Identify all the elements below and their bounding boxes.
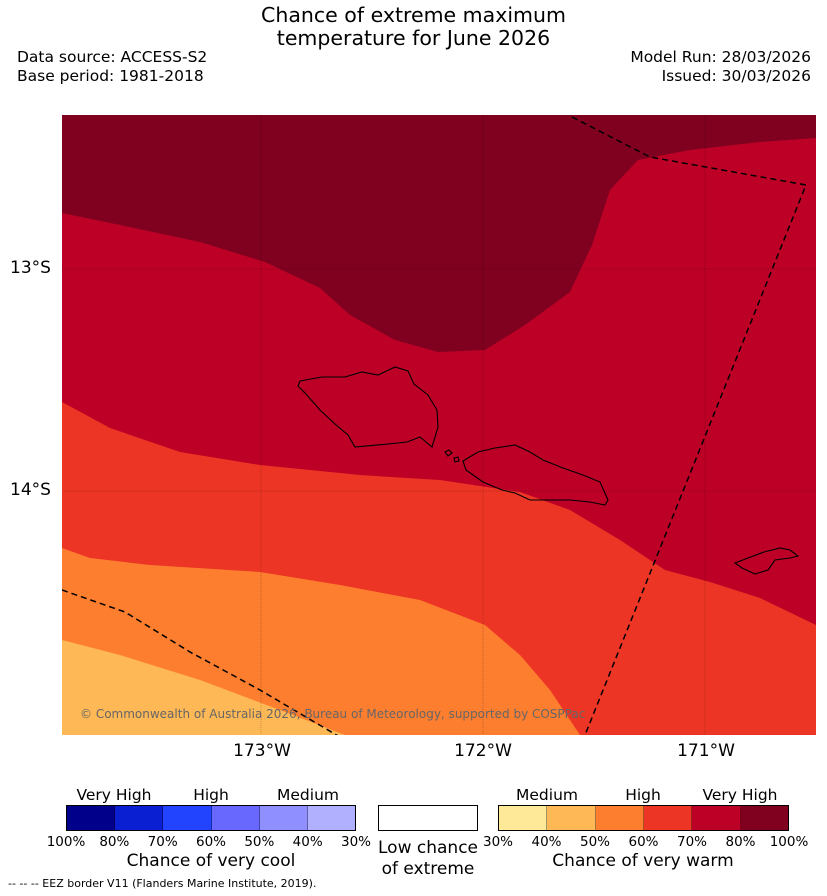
map-title-line-2: temperature for June 2026 <box>276 26 551 50</box>
cool-tick-label: 30% <box>340 834 372 850</box>
eez-footnote: -- -- -- EEZ border V11 (Flanders Marine… <box>8 877 317 890</box>
cool-colorbar-cell <box>115 806 164 830</box>
forecast-map <box>62 115 816 735</box>
cool-tick-label: 70% <box>147 834 178 850</box>
warm-colorbar-cell <box>643 806 693 830</box>
islands <box>297 366 800 575</box>
warm-colorbar-cell <box>595 806 644 830</box>
warm-tick-label: 40% <box>531 834 562 850</box>
cool-legend-title: Chance of very cool <box>126 851 296 871</box>
meta-right: Model Run: 28/03/2026 Issued: 30/03/2026 <box>630 48 811 86</box>
warm-category-medium: Medium <box>516 786 578 804</box>
lat-label-13s: 13°S <box>10 258 51 278</box>
warm-tick-label: 50% <box>579 834 611 850</box>
eez-border <box>62 116 808 735</box>
map-title: Chance of extreme maximum temperature fo… <box>0 4 827 50</box>
lon-label-173w: 173°W <box>233 741 291 761</box>
meta-left: Data source: ACCESS-S2 Base period: 1981… <box>17 48 207 86</box>
neutral-legend-line-1: Low chance <box>378 838 478 858</box>
data-source: Data source: ACCESS-S2 <box>17 48 208 66</box>
cool-tick-label: 40% <box>292 834 323 850</box>
graticule <box>62 115 816 735</box>
warm-tick-label: 30% <box>482 834 514 850</box>
warm-tick-label: 70% <box>676 834 708 850</box>
island-tutuila <box>733 547 800 575</box>
cool-category-high: High <box>193 786 229 804</box>
base-period: Base period: 1981-2018 <box>17 67 204 85</box>
island-upolu <box>462 444 609 506</box>
warm-category-very-high: Very High <box>702 786 778 804</box>
cool-category-medium: Medium <box>277 786 339 804</box>
model-run: Model Run: 28/03/2026 <box>630 48 811 66</box>
warm-tick-label: 100% <box>769 834 809 850</box>
warm-colorbar-cell <box>547 806 596 830</box>
issued-date: Issued: 30/03/2026 <box>661 67 811 85</box>
map-title-line-1: Chance of extreme maximum <box>261 3 566 27</box>
warm-colorbar <box>498 805 789 831</box>
island-apolima <box>453 456 460 463</box>
lon-label-171w: 171°W <box>677 741 735 761</box>
warm-tick-label: 60% <box>628 834 659 850</box>
cool-colorbar <box>66 805 356 831</box>
neutral-legend-title: Low chance of extreme <box>378 838 478 880</box>
island-manono <box>444 449 453 457</box>
warm-legend-title: Chance of very warm <box>552 851 734 871</box>
cool-tick-label: 80% <box>99 834 130 850</box>
cool-colorbar-cell <box>163 806 212 830</box>
warm-colorbar-cell <box>499 806 548 830</box>
cool-colorbar-cell <box>211 806 260 830</box>
map-copyright: © Commonwealth of Australia 2026, Bureau… <box>80 707 586 721</box>
warm-tick-label: 80% <box>725 834 756 850</box>
island-savaii <box>297 366 439 448</box>
neutral-legend-line-2: of extreme <box>381 859 475 879</box>
map-region-very-high <box>62 115 816 352</box>
cool-colorbar-cell <box>307 806 356 830</box>
warm-category-high: High <box>625 786 661 804</box>
cool-tick-label: 60% <box>195 834 227 850</box>
cool-category-very-high: Very High <box>76 786 152 804</box>
cool-tick-label: 100% <box>46 834 86 850</box>
lon-label-172w: 172°W <box>454 741 512 761</box>
neutral-colorbar <box>378 805 478 831</box>
cool-tick-label: 50% <box>244 834 275 850</box>
cool-colorbar-cell <box>259 806 308 830</box>
warm-colorbar-cell <box>692 806 741 830</box>
lat-label-14s: 14°S <box>10 480 51 500</box>
warm-colorbar-cell <box>740 806 788 830</box>
cool-colorbar-cell <box>67 806 116 830</box>
